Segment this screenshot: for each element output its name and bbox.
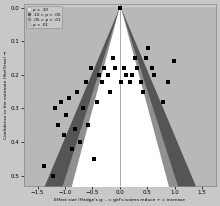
Point	[144, 56, 148, 60]
Point	[108, 90, 112, 93]
Point	[86, 124, 90, 127]
Point	[90, 67, 93, 70]
Point	[42, 164, 46, 167]
Point	[62, 134, 66, 137]
Point	[152, 73, 156, 76]
Y-axis label: Confidence in the estimate (Std Error) →: Confidence in the estimate (Std Error) →	[4, 51, 8, 139]
Point	[114, 67, 117, 70]
Point	[79, 140, 82, 144]
X-axis label: Effect size (Hedge's g: - = girl's scores reduce + = increase: Effect size (Hedge's g: - = girl's score…	[54, 198, 185, 202]
Legend: p = .10, .10 > p > .05, .05 > p > .01, p < .01: p = .10, .10 > p > .05, .05 > p > .01, p…	[26, 6, 62, 28]
Point	[141, 90, 145, 93]
Point	[70, 147, 73, 151]
Point	[130, 73, 134, 76]
Point	[103, 67, 106, 70]
Point	[166, 80, 170, 83]
Point	[147, 46, 150, 50]
Point	[106, 73, 110, 76]
Point	[92, 157, 95, 161]
Point	[136, 67, 139, 70]
Point	[161, 100, 164, 103]
Point	[51, 174, 55, 177]
Point	[73, 127, 77, 130]
Point	[84, 80, 88, 83]
Point	[134, 56, 137, 60]
Point	[75, 90, 79, 93]
Point	[67, 97, 71, 100]
Point	[53, 107, 57, 110]
Point	[172, 60, 175, 63]
Point	[64, 114, 68, 117]
Point	[81, 107, 84, 110]
Point	[118, 6, 122, 9]
Point	[97, 73, 101, 76]
Point	[57, 124, 60, 127]
Point	[100, 80, 103, 83]
Point	[125, 73, 128, 76]
Point	[123, 67, 126, 70]
Point	[139, 80, 142, 83]
Point	[119, 80, 123, 83]
Point	[95, 100, 99, 103]
Point	[150, 67, 153, 70]
Point	[128, 80, 132, 83]
Point	[112, 56, 115, 60]
Point	[59, 100, 62, 103]
